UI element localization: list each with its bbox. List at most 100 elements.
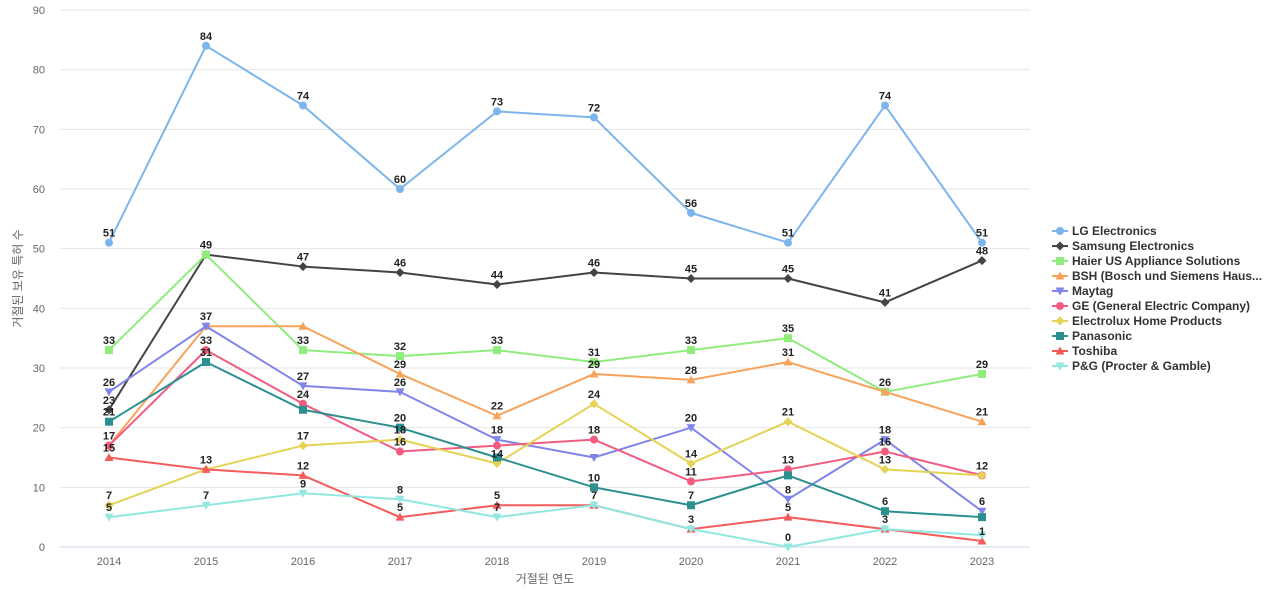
data-point xyxy=(880,525,890,534)
series-lines xyxy=(104,41,987,552)
data-label: 5 xyxy=(494,490,500,502)
data-label: 8 xyxy=(785,484,791,496)
legend-marker xyxy=(1056,257,1064,265)
data-label: 21 xyxy=(782,407,794,419)
data-label: 18 xyxy=(394,425,406,437)
data-label: 18 xyxy=(879,425,891,437)
legend-label: Samsung Electronics xyxy=(1072,239,1194,253)
series-line xyxy=(108,253,983,411)
data-point xyxy=(784,238,792,247)
data-label: 74 xyxy=(879,90,892,102)
data-label: 73 xyxy=(491,96,503,108)
data-label: 37 xyxy=(200,311,212,323)
data-point xyxy=(687,208,695,217)
series-7 xyxy=(105,358,986,522)
data-point xyxy=(880,464,890,474)
data-point xyxy=(977,536,987,545)
data-point xyxy=(686,458,696,468)
y-tick-label: 90 xyxy=(33,5,45,17)
y-tick-label: 50 xyxy=(33,244,45,256)
series-line xyxy=(108,44,983,244)
data-label: 1 xyxy=(979,526,985,538)
data-label: 51 xyxy=(976,228,988,240)
data-label: 9 xyxy=(300,478,306,490)
data-point xyxy=(881,101,889,110)
series-line xyxy=(108,402,983,507)
legend-label: Electrolux Home Products xyxy=(1072,314,1222,328)
data-label: 12 xyxy=(297,460,309,472)
x-tick-label: 2018 xyxy=(485,556,509,568)
data-label: 28 xyxy=(685,365,697,377)
data-label: 46 xyxy=(394,258,406,270)
x-tick-label: 2020 xyxy=(679,556,703,568)
data-point xyxy=(784,471,792,480)
legend-item: Samsung Electronics xyxy=(1052,239,1194,253)
y-tick-label: 80 xyxy=(33,65,45,77)
legend-item: Toshiba xyxy=(1052,344,1117,358)
data-point xyxy=(104,500,114,510)
data-point xyxy=(396,352,404,361)
data-label: 32 xyxy=(394,341,406,353)
legend-marker xyxy=(1055,287,1065,296)
data-point xyxy=(686,525,696,534)
data-point xyxy=(493,346,501,355)
legend-item: GE (General Electric Company) xyxy=(1052,299,1250,313)
legend-marker xyxy=(1055,241,1065,251)
data-label: 3 xyxy=(688,514,694,526)
data-point xyxy=(104,388,114,397)
data-point xyxy=(492,513,502,522)
data-point xyxy=(881,447,889,456)
data-label: 16 xyxy=(394,437,406,449)
data-point xyxy=(202,250,210,259)
data-point xyxy=(686,424,696,433)
data-label: 33 xyxy=(491,335,503,347)
data-label: 41 xyxy=(879,287,891,299)
x-tick-label: 2016 xyxy=(291,556,315,568)
data-label: 31 xyxy=(588,347,600,359)
data-label: 13 xyxy=(200,454,212,466)
y-tick-label: 20 xyxy=(33,423,45,435)
data-point xyxy=(978,238,986,247)
grid-lines xyxy=(60,9,1030,548)
x-tick-label: 2017 xyxy=(388,556,412,568)
data-label: 7 xyxy=(688,490,694,502)
data-label: 14 xyxy=(491,448,504,460)
data-label: 60 xyxy=(394,174,406,186)
data-label: 20 xyxy=(394,413,406,425)
data-point xyxy=(298,441,308,451)
data-label: 12 xyxy=(976,460,988,472)
data-point xyxy=(298,321,308,330)
x-tick-label: 2015 xyxy=(194,556,218,568)
data-label: 29 xyxy=(394,359,406,371)
data-point xyxy=(977,417,987,426)
data-label: 5 xyxy=(785,502,791,514)
data-point xyxy=(492,279,502,289)
data-point xyxy=(201,464,211,473)
data-point xyxy=(784,334,792,343)
series-4 xyxy=(104,322,987,516)
data-label: 13 xyxy=(782,454,794,466)
data-label: 16 xyxy=(879,437,891,449)
data-label: 8 xyxy=(397,484,403,496)
data-point xyxy=(201,322,211,331)
data-point xyxy=(783,543,793,552)
data-label: 31 xyxy=(782,347,794,359)
data-point xyxy=(396,447,404,456)
legend-item: LG Electronics xyxy=(1052,224,1157,238)
series-line xyxy=(108,253,983,393)
data-point xyxy=(686,274,696,283)
data-label: 0 xyxy=(785,532,791,544)
data-point xyxy=(395,268,405,278)
y-axis-title: 거절된 보유 특허 수 xyxy=(11,229,25,327)
legend-item: Electrolux Home Products xyxy=(1052,314,1222,328)
legend-marker xyxy=(1055,271,1065,280)
legend-label: Toshiba xyxy=(1072,344,1117,358)
legend-item: Panasonic xyxy=(1052,329,1132,343)
data-point xyxy=(977,507,987,516)
data-label: 23 xyxy=(103,395,115,407)
data-point xyxy=(202,346,210,355)
series-line xyxy=(108,325,983,447)
legend-label: LG Electronics xyxy=(1072,224,1157,238)
legend-item: Maytag xyxy=(1052,284,1113,298)
data-point xyxy=(104,405,114,415)
